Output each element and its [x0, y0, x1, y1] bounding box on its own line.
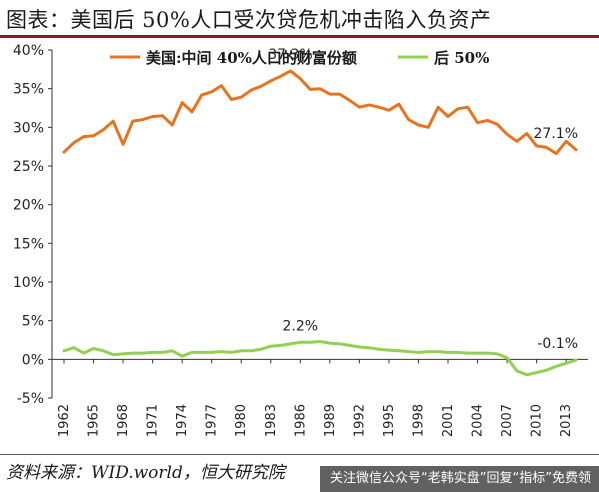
series-line-middle-40: [62, 69, 578, 156]
x-tick-label: 1977: [205, 404, 220, 437]
x-tick-label: 1986: [293, 404, 308, 437]
line-chart: -5% 0% 5% 10% 15% 20% 25% 30% 35% 40% 1962 1965 1968…: [13, 43, 588, 437]
source-rule: [0, 454, 599, 455]
legend-label-bottom-50: 后 50%: [434, 49, 489, 67]
x-tick-label: 2013: [559, 404, 574, 437]
x-tick-label: 1962: [57, 404, 72, 437]
data-label: 2.2%: [283, 318, 319, 334]
x-tick-label: 2001: [441, 404, 456, 437]
x-tick-label: 2007: [500, 404, 515, 437]
y-tick-label: 35%: [13, 82, 44, 98]
x-tick-label: 1971: [146, 404, 161, 437]
x-tick-label: 1995: [382, 404, 397, 437]
series-line-bottom-50: [62, 340, 578, 377]
y-tick-label: 15%: [13, 236, 44, 252]
y-tick-label: -5%: [17, 391, 44, 407]
x-tick-label: 1989: [323, 404, 338, 437]
y-tick-label: 10%: [13, 275, 44, 291]
x-tick-label: 1998: [411, 404, 426, 437]
y-tick-label: 0%: [22, 352, 44, 368]
x-tick-label: 1992: [352, 404, 367, 437]
chart-title: 图表：美国后 50%人口受次贷危机冲击陷入负资产: [6, 8, 492, 32]
watermark-banner: 关注微信公众号“老韩实盘”回复“指标”免费领: [320, 466, 599, 492]
y-tick-label: 5%: [22, 314, 44, 330]
x-tick-label: 1974: [175, 404, 190, 437]
y-tick-label: 30%: [13, 120, 44, 136]
data-label: 37.3%: [268, 47, 312, 63]
legend-label-middle-40: 美国:中间 40%人口的财富份额: [146, 49, 357, 67]
y-tick-label: 40%: [13, 43, 44, 59]
x-tick-label: 2004: [471, 404, 486, 437]
data-label: 27.1%: [534, 126, 578, 142]
y-tick-label: 25%: [13, 159, 44, 175]
source-note: 资料来源：WID.world，恒大研究院: [6, 463, 285, 483]
x-tick-label: 1980: [234, 404, 249, 437]
data-label: -0.1%: [537, 336, 578, 352]
x-tick-label: 1968: [116, 404, 131, 437]
x-tick-label: 2010: [530, 404, 545, 437]
title-bar: 图表：美国后 50%人口受次贷危机冲击陷入负资产: [0, 0, 599, 36]
y-tick-label: 20%: [13, 198, 44, 214]
title-rule: [0, 35, 599, 38]
x-tick-label: 1983: [264, 404, 279, 437]
x-tick-label: 1965: [87, 404, 102, 437]
